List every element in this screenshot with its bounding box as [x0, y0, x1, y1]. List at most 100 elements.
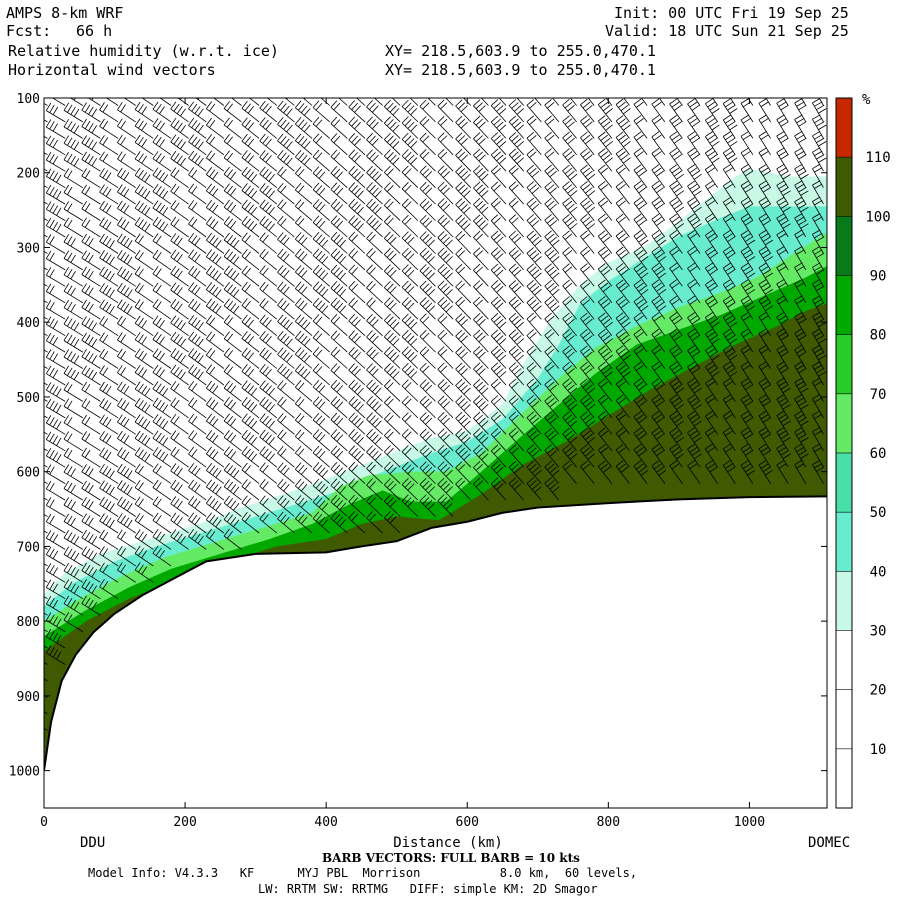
wind-barb [526, 345, 542, 369]
wind-barb [330, 445, 348, 468]
wind-barb [704, 312, 720, 336]
wind-barb [687, 328, 701, 353]
wind-barb [277, 396, 295, 419]
wind-barb [419, 264, 436, 287]
wind-barb [241, 429, 260, 452]
wind-barb [117, 102, 136, 123]
wind-barb [223, 199, 242, 221]
wind-barb [63, 283, 84, 304]
wind-barb [419, 428, 436, 452]
wind-barb [312, 149, 330, 172]
wind-barb [669, 443, 685, 468]
wind-barb [490, 444, 507, 468]
wind-barb [419, 99, 436, 123]
wind-barb [669, 197, 685, 221]
wind-barb [526, 362, 542, 386]
wind-barb [188, 397, 207, 419]
wind-barb [152, 134, 172, 156]
wind-barb [152, 183, 172, 205]
wind-barb [366, 149, 383, 172]
wind-barb [188, 446, 207, 468]
wind-barb [445, 98, 454, 106]
wind-barb [277, 265, 295, 287]
wind-barb [722, 114, 738, 139]
wind-barb [117, 184, 136, 205]
wind-barb [134, 233, 154, 254]
colorbar-label: 30 [870, 624, 887, 640]
wind-barb [170, 348, 189, 369]
wind-barb [704, 131, 720, 156]
wind-barb [170, 397, 189, 419]
wind-barb [526, 444, 542, 468]
wind-barb [312, 264, 330, 287]
wind-barb [597, 98, 613, 123]
wind-barb [740, 196, 754, 221]
wind-barb [259, 314, 278, 337]
wind-barb [401, 412, 419, 435]
wind-barb [259, 396, 278, 419]
wind-barb [419, 165, 436, 188]
wind-barb [277, 232, 295, 254]
wind-barb [63, 595, 84, 616]
wind-barb [63, 151, 84, 172]
wind-barb [580, 197, 596, 221]
wind-barb [188, 331, 207, 353]
wind-barb [241, 281, 260, 304]
wind-barb [366, 511, 383, 534]
wind-barb [63, 480, 84, 501]
wind-barb [633, 427, 648, 452]
wind-barb [259, 363, 278, 386]
wind-barb [188, 413, 207, 435]
wind-barb [473, 346, 489, 369]
wind-barb [490, 461, 507, 484]
wind-barb [45, 546, 66, 567]
wind-barb [597, 131, 613, 156]
wind-barb [562, 246, 577, 271]
wind-barb [81, 365, 101, 386]
wind-barb [794, 394, 809, 419]
wind-barb [401, 198, 419, 221]
wind-barb [651, 279, 667, 304]
wind-barb [776, 344, 789, 369]
wind-barb [580, 230, 595, 254]
y-tick-label: 1000 [9, 765, 40, 780]
wind-barb [562, 378, 578, 402]
wind-barb [473, 313, 489, 336]
wind-barb [401, 395, 419, 419]
wind-barb [401, 461, 419, 484]
colorbar-label: 50 [870, 505, 887, 521]
wind-barb [223, 331, 242, 353]
wind-barb [490, 411, 507, 435]
wind-barb [45, 102, 66, 123]
wind-barb [312, 215, 330, 238]
wind-barb [241, 495, 260, 517]
wind-barb [740, 459, 756, 484]
colorbar-swatch [836, 689, 852, 749]
wind-barb [740, 147, 754, 172]
wind-barb [812, 98, 827, 123]
wind-barb [508, 477, 524, 501]
wind-barb [473, 444, 489, 468]
wind-barb [134, 118, 154, 139]
wind-barb [152, 315, 172, 337]
wind-barb [669, 131, 683, 156]
wind-barb [633, 115, 648, 139]
wind-barb [437, 116, 454, 139]
wind-barb [384, 461, 401, 484]
wind-barb [562, 329, 577, 353]
wind-barb [437, 99, 454, 123]
wind-barb [99, 315, 119, 337]
wind-barb [45, 332, 66, 353]
wind-barb [651, 197, 666, 221]
wind-barb [437, 165, 454, 188]
y-tick-label: 500 [17, 391, 40, 406]
wind-barb [401, 247, 419, 271]
wind-barb [490, 378, 507, 402]
wind-barb [812, 245, 825, 271]
wind-barb [330, 346, 348, 369]
wind-barb [277, 199, 295, 221]
wind-barb [473, 198, 489, 221]
wind-barb [687, 164, 702, 188]
wind-barb [473, 165, 489, 188]
wind-barb [615, 411, 630, 435]
